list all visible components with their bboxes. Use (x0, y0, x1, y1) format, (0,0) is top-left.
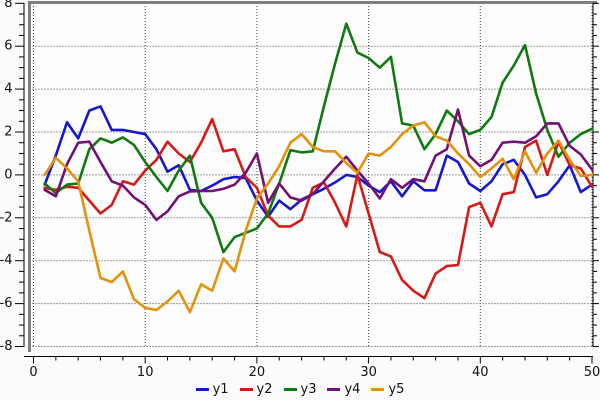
y-tick-label: 2 (4, 125, 12, 140)
y-tick-label: 0 (4, 167, 12, 182)
legend-swatch-y5 (371, 388, 385, 391)
legend-label: y2 (256, 382, 273, 397)
series-line-y2 (43, 117, 594, 300)
y-tick-label: 8 (4, 0, 12, 11)
legend-label: y5 (388, 382, 405, 397)
legend-item-y4: y4 (327, 382, 360, 397)
legend-item-y1: y1 (195, 382, 229, 397)
x-tick-label: 10 (137, 365, 154, 380)
legend-label: y3 (300, 382, 317, 397)
x-tick-label: 20 (249, 365, 266, 380)
series-line-y4 (43, 108, 594, 222)
x-tick-label: 0 (29, 365, 37, 380)
x-tick-label: 40 (472, 365, 489, 380)
legend-label: y4 (344, 382, 361, 397)
legend-swatch-y4 (327, 388, 341, 391)
legend-swatch-y1 (195, 388, 209, 391)
legend-swatch-y2 (239, 388, 253, 391)
legend-swatch-y3 (283, 388, 297, 391)
x-tick-label: 50 (584, 365, 600, 380)
series-line-y5 (43, 121, 594, 314)
y-tick-label: -2 (0, 210, 13, 225)
legend: y1 y2 y3 y4 y5 (0, 382, 600, 397)
series-line-y3 (43, 22, 594, 254)
y-tick-label: -6 (0, 296, 13, 311)
legend-item-y5: y5 (371, 382, 404, 397)
series-line-y1 (43, 105, 594, 218)
legend-item-y2: y2 (239, 382, 273, 397)
x-tick-label: 30 (360, 365, 377, 380)
legend-label: y1 (212, 382, 229, 397)
y-tick-label: -4 (0, 253, 13, 268)
legend-item-y3: y3 (283, 382, 317, 397)
y-tick-label: -8 (0, 339, 13, 354)
y-tick-label: 6 (4, 39, 12, 54)
y-tick-label: 4 (4, 82, 12, 97)
